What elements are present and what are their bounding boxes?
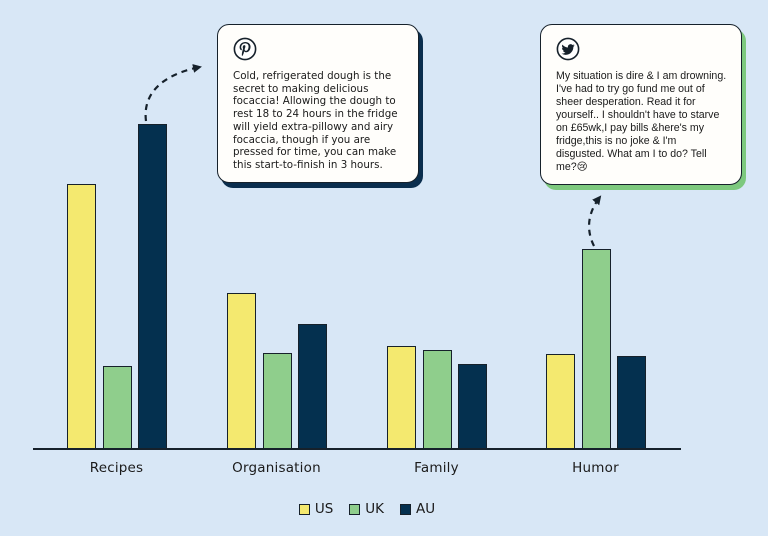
bar-recipes-us [67,184,96,449]
bar-family-au [458,364,487,449]
arrow-to-twitter-callout [587,195,602,247]
bar-family-us [387,346,416,449]
twitter-icon [556,37,727,61]
twitter-callout-text: My situation is dire & I am drowning. I'… [556,70,727,173]
legend-item-uk: UK [349,501,384,517]
twitter-callout: My situation is dire & I am drowning. I'… [540,24,742,185]
x-axis-line [33,448,681,450]
legend-label-us: US [314,501,334,517]
bar-recipes-uk [102,366,132,449]
bar-humor-uk [581,249,611,449]
pinterest-callout: Cold, refrigerated dough is the secret t… [217,24,419,183]
legend-swatch-uk [349,503,361,515]
category-label-organisation: Organisation [232,460,321,476]
bar-family-uk [422,350,452,449]
bar-organisation-uk [262,353,292,449]
pinterest-callout-text: Cold, refrigerated dough is the secret t… [233,70,398,171]
legend-item-au: AU [400,501,435,517]
category-label-humor: Humor [572,460,619,476]
bar-organisation-au [298,324,327,449]
category-label-recipes: Recipes [89,460,144,476]
bar-humor-au [617,356,646,449]
bar-humor-us [546,354,575,449]
bar-organisation-us [227,293,256,449]
arrow-to-pinterest-callout [144,63,202,122]
pinterest-icon [233,37,404,61]
legend-swatch-us [298,503,310,515]
legend-swatch-au [400,503,412,515]
legend: US UK AU [0,501,751,517]
legend-label-uk: UK [365,501,385,517]
category-label-family: Family [414,460,459,476]
legend-item-us: US [298,501,334,517]
legend-label-au: AU [416,501,436,517]
bar-recipes-au [138,124,167,449]
